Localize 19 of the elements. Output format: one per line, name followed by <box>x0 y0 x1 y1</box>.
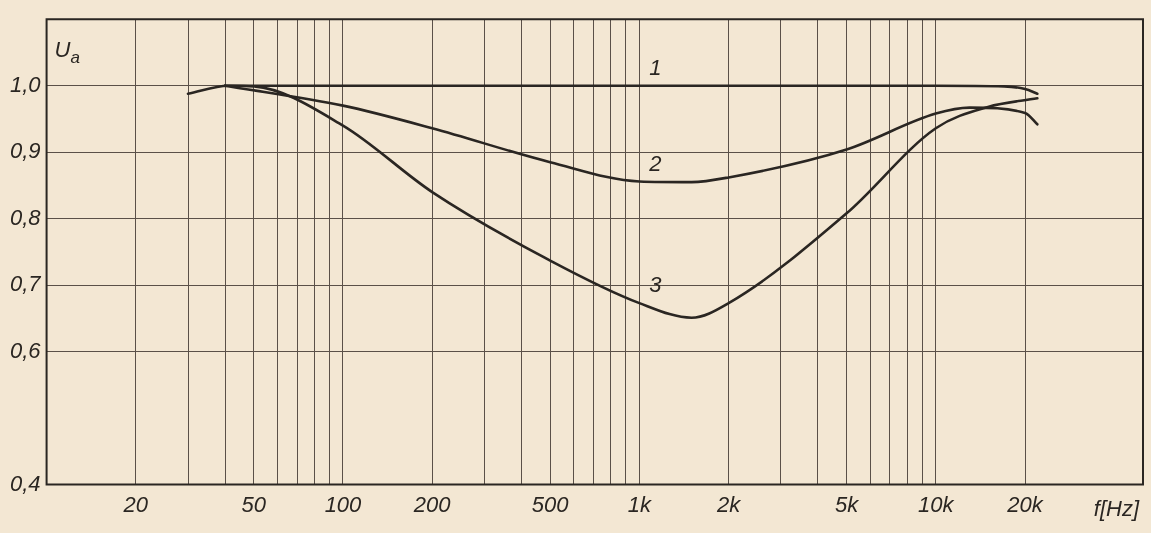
x-tick-label: 200 <box>412 491 452 517</box>
y-tick-label: 0,8 <box>9 204 42 230</box>
x-tick-label: 50 <box>241 491 267 517</box>
x-axis-title: f[Hz] <box>1093 495 1140 521</box>
x-tick-label: 1k <box>627 491 653 517</box>
x-tick-label: 500 <box>531 491 570 517</box>
series-label: 1 <box>649 54 662 80</box>
x-tick-label: 5k <box>834 491 860 517</box>
x-tick-label: 100 <box>324 491 363 517</box>
y-tick-label: 0,4 <box>9 470 41 496</box>
x-tick-label: 2k <box>716 491 742 517</box>
y-tick-label: 0,7 <box>9 271 42 297</box>
x-tick-label: 20 <box>122 491 149 517</box>
y-tick-label: 1,0 <box>9 71 42 97</box>
y-tick-label: 0,9 <box>9 138 41 164</box>
y-tick-label: 0,6 <box>9 337 42 363</box>
x-tick-label: 20k <box>1006 491 1044 517</box>
series-label: 2 <box>648 150 662 176</box>
x-tick-label: 10k <box>918 491 955 517</box>
